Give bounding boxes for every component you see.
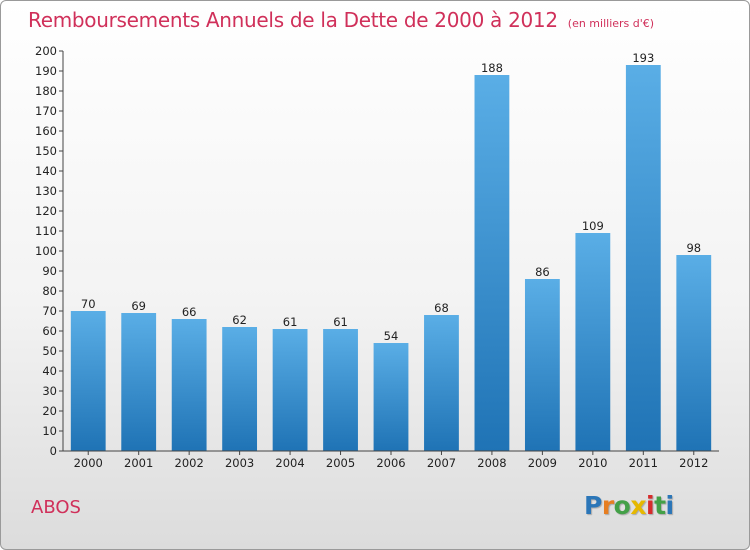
logo-letter: t bbox=[654, 491, 666, 520]
logo-letter: i bbox=[665, 491, 675, 520]
bar-value-label: 188 bbox=[481, 61, 503, 75]
y-tick-label: 80 bbox=[42, 284, 57, 298]
bar bbox=[70, 311, 106, 451]
chart-title-text: Remboursements Annuels de la Dette de 20… bbox=[28, 8, 558, 32]
x-tick-label: 2004 bbox=[275, 456, 304, 470]
logo-letter: i bbox=[646, 491, 655, 520]
x-tick-label: 2010 bbox=[578, 456, 607, 470]
y-tick-label: 170 bbox=[35, 104, 57, 118]
y-tick-label: 100 bbox=[35, 244, 57, 258]
y-tick-label: 90 bbox=[42, 264, 57, 278]
y-tick-label: 200 bbox=[35, 44, 57, 58]
bar bbox=[323, 329, 358, 451]
y-tick-label: 190 bbox=[35, 64, 57, 78]
proxiti-logo: Proxiti bbox=[584, 491, 674, 520]
y-tick-label: 50 bbox=[42, 344, 57, 358]
x-tick-label: 2000 bbox=[74, 456, 103, 470]
bar bbox=[625, 65, 661, 451]
bar-value-label: 109 bbox=[582, 219, 604, 233]
bars: 70 69 66 62 61 61 54 68 188 86 109 193 98 bbox=[70, 51, 712, 451]
bar bbox=[424, 315, 459, 451]
bar bbox=[121, 313, 157, 451]
y-tick-label: 10 bbox=[42, 424, 57, 438]
y-tick-label: 30 bbox=[42, 384, 57, 398]
y-tick-label: 150 bbox=[35, 144, 57, 158]
bar-value-label: 66 bbox=[182, 305, 197, 319]
logo-letter: P bbox=[584, 491, 602, 520]
logo-letter: r bbox=[601, 491, 614, 520]
x-tick-label: 2003 bbox=[225, 456, 254, 470]
bar-value-label: 86 bbox=[535, 265, 550, 279]
y-tick-label: 120 bbox=[35, 204, 57, 218]
y-tick-label: 40 bbox=[42, 364, 57, 378]
logo-letter: o bbox=[613, 491, 631, 520]
x-tick-label: 2001 bbox=[124, 456, 153, 470]
y-tick-label: 180 bbox=[35, 84, 57, 98]
bar-value-label: 193 bbox=[632, 51, 654, 65]
x-tick-label: 2009 bbox=[528, 456, 557, 470]
bar-value-label: 69 bbox=[131, 299, 146, 313]
y-tick-label: 140 bbox=[35, 164, 57, 178]
y-tick-label: 130 bbox=[35, 184, 57, 198]
bar-value-label: 68 bbox=[434, 301, 449, 315]
x-axis: 2000 2001 2002 2003 2004 2005 2006 2007 2008 2009… bbox=[63, 450, 719, 470]
x-tick-label: 2005 bbox=[326, 456, 355, 470]
bar-value-label: 61 bbox=[283, 315, 298, 329]
bar bbox=[524, 279, 560, 451]
y-tick-label: 110 bbox=[35, 224, 57, 238]
bar-value-label: 54 bbox=[384, 329, 399, 343]
commune-name: ABOS bbox=[31, 497, 81, 518]
x-tick-label: 2002 bbox=[175, 456, 204, 470]
bar bbox=[171, 319, 207, 451]
bar bbox=[373, 343, 409, 451]
x-tick-label: 2007 bbox=[427, 456, 456, 470]
bar bbox=[676, 255, 712, 451]
logo-letter: x bbox=[630, 491, 646, 520]
y-tick-label: 0 bbox=[50, 444, 57, 458]
x-tick-label: 2008 bbox=[477, 456, 506, 470]
bar-value-label: 98 bbox=[686, 241, 701, 255]
y-tick-label: 70 bbox=[42, 304, 57, 318]
x-tick-label: 2006 bbox=[376, 456, 405, 470]
bar bbox=[474, 75, 510, 451]
bar bbox=[272, 329, 308, 451]
chart-subtitle: (en milliers d'€) bbox=[567, 17, 655, 30]
x-tick-label: 2012 bbox=[679, 456, 708, 470]
chart-title: Remboursements Annuels de la Dette de 20… bbox=[28, 8, 654, 32]
y-axis: 0 10 20 30 40 50 60 70 80 90 100 110 120 130 140 150 160… bbox=[35, 44, 64, 458]
y-tick-label: 20 bbox=[42, 404, 57, 418]
bar bbox=[575, 233, 611, 451]
x-tick-label: 2011 bbox=[629, 456, 658, 470]
bar bbox=[222, 327, 258, 451]
y-tick-label: 60 bbox=[42, 324, 57, 338]
y-tick-label: 160 bbox=[35, 124, 57, 138]
bar-value-label: 62 bbox=[232, 313, 247, 327]
bar-value-label: 70 bbox=[81, 297, 96, 311]
bar-value-label: 61 bbox=[333, 315, 348, 329]
